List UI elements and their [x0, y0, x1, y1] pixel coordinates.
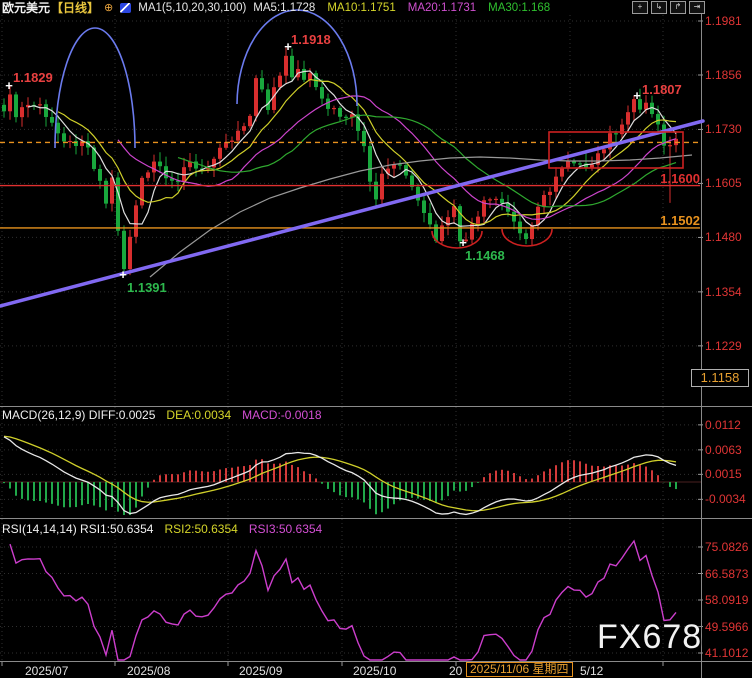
price-axis-label: 1.1480: [705, 230, 742, 245]
extreme-marker-icon: +: [459, 234, 467, 250]
rsi-axis-label: 66.5873: [705, 566, 749, 581]
x-axis-label: 2025/08: [127, 664, 171, 678]
price-annotation-1.1918: 1.1918: [291, 32, 331, 47]
ma-set-label: MA1(5,10,20,30,100): [138, 1, 247, 14]
scale-left-button[interactable]: ↳: [651, 1, 667, 14]
chart-type-icon[interactable]: [120, 2, 132, 13]
macd-dea-label: DEA:0.0034: [166, 408, 232, 422]
watermark: FX678: [597, 618, 703, 656]
ma10-value: MA10:1.1751: [327, 1, 396, 14]
rsi-axis-label: 49.5966: [705, 619, 749, 634]
grid-layout-button[interactable]: +: [632, 1, 648, 14]
price-annotation-1.1468: 1.1468: [465, 248, 505, 263]
cursor-date-box: 2025/11/06 星期四: [466, 662, 573, 677]
ma5-value: MA5:1.1728: [253, 1, 316, 14]
rsi-header: RSI(14,14,14) RSI1:50.6354 RSI2:50.6354 …: [2, 522, 322, 536]
price-annotation-1.1391: 1.1391: [127, 280, 167, 295]
extreme-marker-icon: +: [633, 87, 641, 103]
rsi-axis-label: 58.0919: [705, 593, 749, 607]
rsi1-label: RSI(14,14,14) RSI1:50.6354: [2, 522, 154, 536]
price-axis-label: 1.1730: [705, 122, 742, 137]
price-axis-label: 1.1354: [705, 284, 742, 299]
scale-right-button[interactable]: ↱: [670, 1, 686, 14]
extreme-marker-icon: +: [284, 38, 292, 54]
price-axis-label: 1.1856: [705, 68, 742, 82]
instrument-title: 欧元美元: [2, 1, 51, 15]
macd-axis-label: 0.0063: [705, 442, 742, 457]
price-annotation-1.1807: 1.1807: [642, 82, 682, 97]
x-axis-label: 2025/09: [239, 664, 283, 678]
macd-header: MACD(26,12,9) DIFF:0.0025 DEA:0.0034 MAC…: [2, 408, 322, 422]
ma20-value: MA20:1.1731: [407, 1, 477, 14]
macd-axis-label: 0.0015: [705, 467, 742, 482]
macd-axis-label: 0.0112: [705, 417, 741, 432]
level-label-1.1600: 1.1600: [660, 170, 700, 186]
level-label-1.1502: 1.1502: [660, 212, 700, 228]
ma-values: MA5:1.1728 MA10:1.1751 MA20:1.1731 MA30:1.1…: [253, 2, 562, 14]
rsi-axis-label: 41.1012: [705, 646, 749, 660]
macd-value-label: MACD:-0.0018: [242, 408, 322, 422]
add-indicator-icon[interactable]: ⊕: [104, 2, 114, 14]
macd-axis-label: -0.0034: [705, 492, 746, 507]
toolbar: 欧元美元 【日线】 ⊕ MA1(5,10,20,30,100) MA5:1.17…: [0, 0, 752, 15]
price-axis-label: 1.1605: [705, 176, 742, 191]
price-axis-label: 1.1229: [705, 338, 742, 353]
cursor-price-box: 1.1158: [691, 369, 749, 387]
x-axis-label: 5/12: [580, 664, 604, 678]
x-axis-label: 2025/07: [25, 664, 69, 678]
x-axis-label: 20: [449, 664, 463, 678]
price-axis-label: 1.1981: [705, 14, 742, 28]
macd-diff-label: MACD(26,12,9) DIFF:0.0025: [2, 408, 156, 422]
ma30-value: MA30:1.168: [488, 1, 551, 14]
close-panel-button[interactable]: ⇥: [689, 1, 705, 14]
extreme-marker-icon: +: [119, 266, 127, 282]
extreme-marker-icon: +: [5, 77, 13, 93]
rsi-axis-label: 75.0826: [705, 540, 749, 554]
price-annotation-1.1829: 1.1829: [13, 70, 53, 85]
rsi2-label: RSI2:50.6354: [164, 522, 238, 536]
x-axis-label: 2025/10: [353, 664, 397, 678]
window-buttons: + ↳ ↱ ⇥: [632, 1, 705, 14]
rsi3-label: RSI3:50.6354: [248, 522, 323, 536]
period-tag[interactable]: 【日线】: [51, 1, 100, 15]
